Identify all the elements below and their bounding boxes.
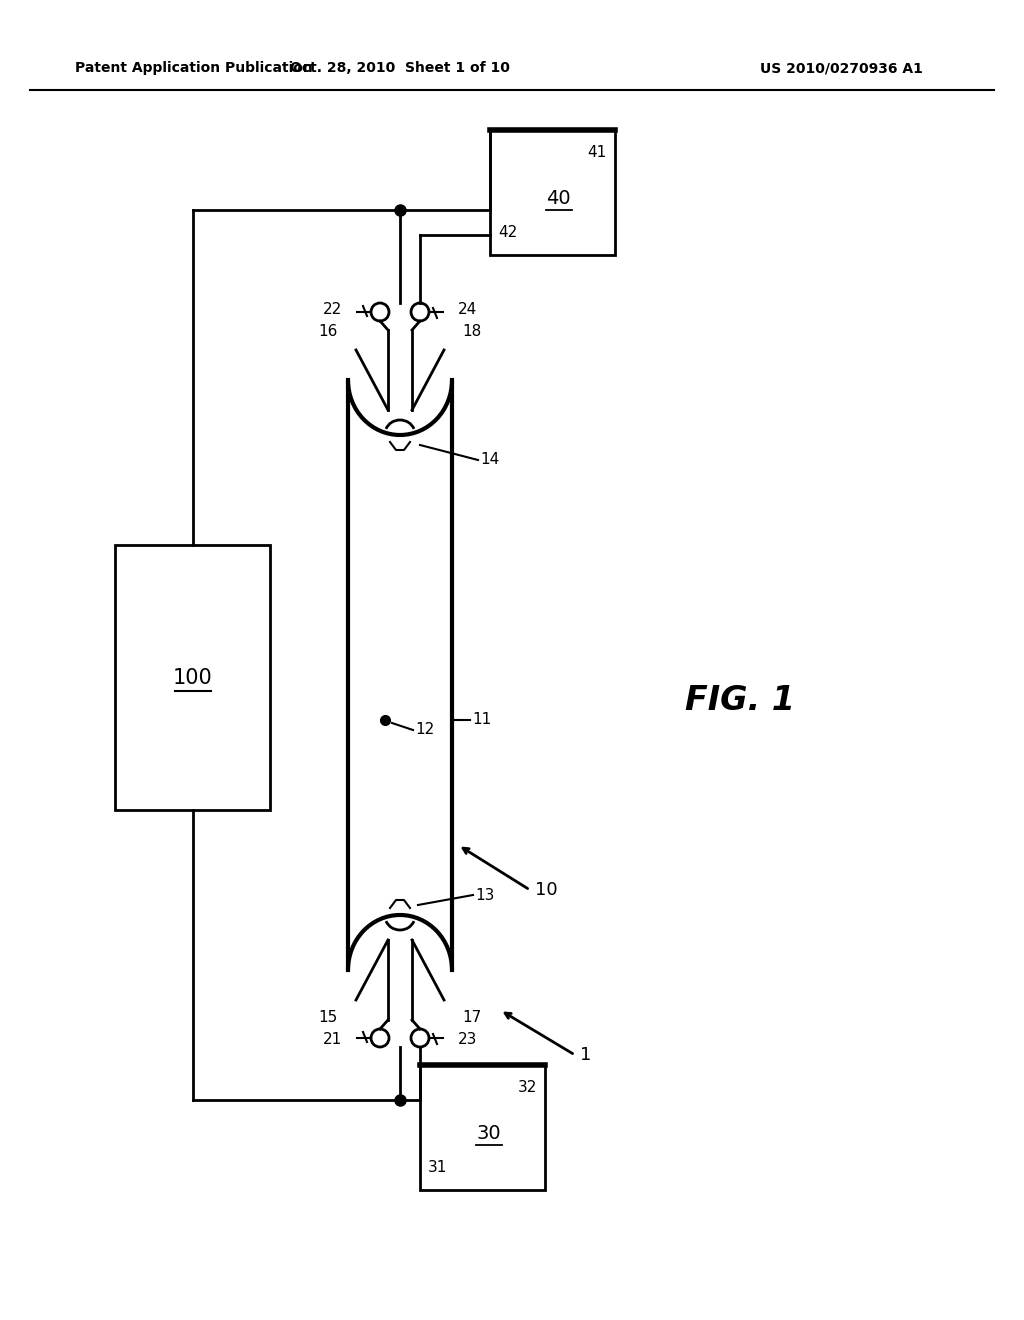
Text: 12: 12 — [415, 722, 434, 738]
Text: 15: 15 — [318, 1011, 338, 1026]
Bar — [115, 545, 270, 810]
Text: 31: 31 — [428, 1160, 447, 1175]
Text: 42: 42 — [498, 224, 517, 240]
Text: 21: 21 — [323, 1032, 342, 1048]
Text: 100: 100 — [173, 668, 212, 688]
Text: 18: 18 — [462, 325, 481, 339]
Text: 40: 40 — [547, 189, 571, 209]
Text: 11: 11 — [472, 713, 492, 727]
Text: 41: 41 — [588, 145, 607, 160]
Text: 1: 1 — [580, 1045, 592, 1064]
Text: 13: 13 — [475, 887, 495, 903]
Text: 10: 10 — [535, 880, 558, 899]
Bar — [420, 1065, 545, 1191]
Text: 16: 16 — [318, 325, 338, 339]
Text: FIG. 1: FIG. 1 — [685, 684, 795, 717]
Text: 32: 32 — [517, 1080, 537, 1096]
Text: 23: 23 — [458, 1032, 477, 1048]
Text: 30: 30 — [476, 1125, 501, 1143]
Text: 24: 24 — [458, 302, 477, 318]
Text: 22: 22 — [323, 302, 342, 318]
Text: 17: 17 — [462, 1011, 481, 1026]
Text: Patent Application Publication: Patent Application Publication — [75, 61, 312, 75]
Text: Oct. 28, 2010  Sheet 1 of 10: Oct. 28, 2010 Sheet 1 of 10 — [290, 61, 510, 75]
Text: 14: 14 — [480, 453, 500, 467]
Text: US 2010/0270936 A1: US 2010/0270936 A1 — [760, 61, 923, 75]
Bar — [490, 129, 615, 255]
